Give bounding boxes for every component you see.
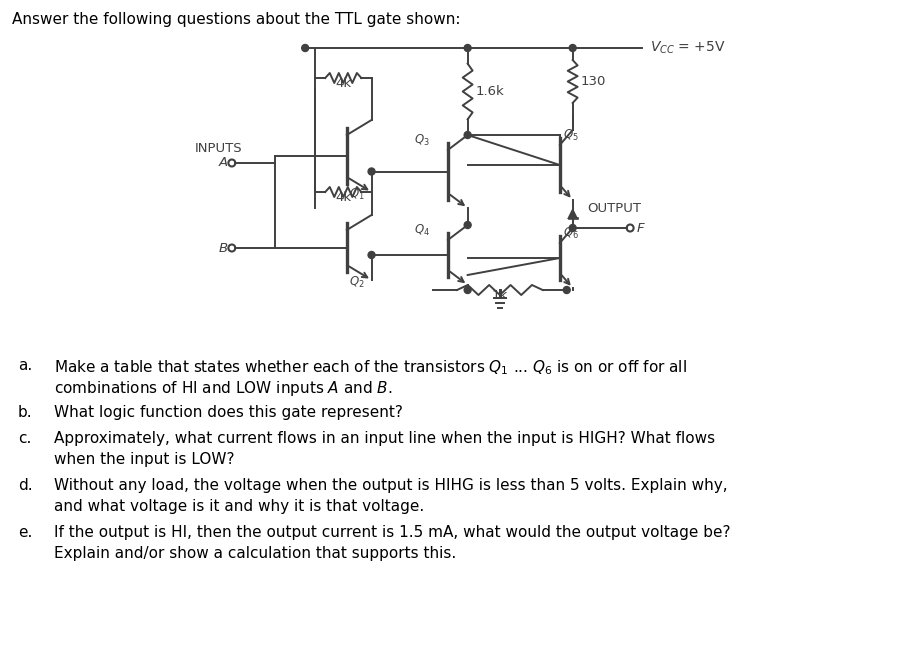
Text: B: B xyxy=(219,242,228,255)
Text: $V_{CC}$ = +5V: $V_{CC}$ = +5V xyxy=(650,40,725,56)
Circle shape xyxy=(302,44,309,51)
Polygon shape xyxy=(569,210,577,218)
Text: Make a table that states whether each of the transistors $Q_1$ ... $Q_6$ is on o: Make a table that states whether each of… xyxy=(54,358,688,377)
Text: What logic function does this gate represent?: What logic function does this gate repre… xyxy=(54,405,403,420)
Text: A: A xyxy=(219,156,228,170)
Circle shape xyxy=(563,286,570,294)
Text: e.: e. xyxy=(17,525,32,540)
Text: c.: c. xyxy=(17,431,31,446)
Text: when the input is LOW?: when the input is LOW? xyxy=(54,452,235,467)
Circle shape xyxy=(464,222,471,228)
Text: a.: a. xyxy=(17,358,32,373)
Text: $Q_3$: $Q_3$ xyxy=(414,133,430,148)
Text: Answer the following questions about the TTL gate shown:: Answer the following questions about the… xyxy=(12,12,460,27)
Text: 1k: 1k xyxy=(492,289,508,302)
Text: $Q_6$: $Q_6$ xyxy=(563,226,579,240)
Text: $Q_5$: $Q_5$ xyxy=(563,127,579,143)
Circle shape xyxy=(464,44,471,51)
Text: 1.6k: 1.6k xyxy=(476,85,504,98)
Circle shape xyxy=(569,224,576,232)
Text: $Q_1$: $Q_1$ xyxy=(348,187,364,202)
Text: d.: d. xyxy=(17,478,32,493)
Text: 4k: 4k xyxy=(336,77,351,90)
Text: $Q_2$: $Q_2$ xyxy=(348,275,364,290)
Circle shape xyxy=(569,44,576,51)
Text: INPUTS: INPUTS xyxy=(195,141,243,154)
Circle shape xyxy=(368,168,375,175)
Text: OUTPUT: OUTPUT xyxy=(588,201,642,214)
Text: Explain and/or show a calculation that supports this.: Explain and/or show a calculation that s… xyxy=(54,546,457,561)
Text: 4k: 4k xyxy=(336,191,351,204)
Text: If the output is HI, then the output current is 1.5 mA, what would the output vo: If the output is HI, then the output cur… xyxy=(54,525,731,540)
Text: 130: 130 xyxy=(580,75,606,88)
Text: F: F xyxy=(637,222,645,234)
Text: and what voltage is it and why it is that voltage.: and what voltage is it and why it is tha… xyxy=(54,499,425,514)
Circle shape xyxy=(464,131,471,139)
Text: $Q_4$: $Q_4$ xyxy=(414,222,430,238)
Text: b.: b. xyxy=(17,405,32,420)
Text: Without any load, the voltage when the output is HIHG is less than 5 volts. Expl: Without any load, the voltage when the o… xyxy=(54,478,728,493)
Circle shape xyxy=(368,251,375,259)
Text: combinations of HI and LOW inputs $A$ and $B$.: combinations of HI and LOW inputs $A$ an… xyxy=(54,379,392,398)
Text: Approximately, what current flows in an input line when the input is HIGH? What : Approximately, what current flows in an … xyxy=(54,431,715,446)
Circle shape xyxy=(464,286,471,294)
